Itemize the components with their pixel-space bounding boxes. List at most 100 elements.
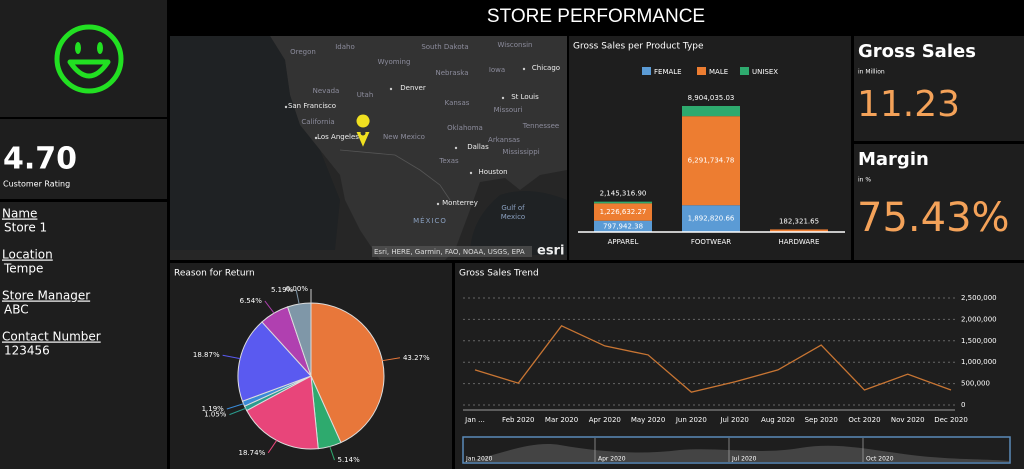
panel (455, 263, 1024, 469)
kpi-subtitle: in Million (858, 69, 885, 76)
pie-label: 18.74% (239, 449, 266, 457)
map-label: South Dakota (421, 43, 468, 51)
detail-value: ABC (4, 303, 29, 317)
panel (854, 36, 1024, 141)
detail-value: 123456 (4, 344, 50, 358)
leader-line (382, 357, 401, 362)
city-dot (436, 202, 440, 206)
value-label: 6,291,734.78 (688, 157, 735, 165)
map-label: Wisconsin (498, 41, 533, 49)
map-label: Chicago (532, 64, 560, 72)
legend-swatch (642, 67, 651, 75)
x-tick-label: APPAREL (608, 238, 639, 246)
detail-value: Store 1 (4, 221, 47, 235)
y-tick-label: 1,000,000 (961, 358, 997, 366)
kpi-value: 75.43% (857, 195, 1010, 241)
attribution-bg (372, 246, 532, 257)
bar-segment (682, 205, 740, 232)
detail-label: Location (2, 248, 53, 262)
map-label: Mexico (501, 213, 525, 221)
value-label: 1,226,632.27 (600, 208, 647, 216)
city-dot (501, 96, 505, 100)
map-label: Nebraska (435, 69, 468, 77)
pie-label: 6.54% (240, 297, 263, 305)
panel (0, 0, 167, 117)
x-tick-label: Jul 2020 (719, 416, 749, 424)
smiley-icon (54, 24, 124, 94)
pie-slice (246, 375, 319, 450)
x-tick-label: FOOTWEAR (691, 238, 731, 246)
map-label: Los Angeles (317, 133, 359, 141)
detail-label: Contact Number (2, 330, 101, 344)
map-label: Iowa (489, 66, 505, 74)
pie-label: 5.14% (337, 456, 360, 464)
y-tick-label: 2,000,000 (961, 315, 997, 323)
map-logo: esri (537, 244, 564, 259)
map-label: Idaho (335, 43, 355, 51)
pie-label: 1.05% (204, 411, 227, 419)
total-label: 8,904,035.03 (688, 94, 735, 102)
y-tick-label: 0 (961, 401, 965, 409)
x-tick-label: Aug 2020 (761, 416, 795, 424)
map-label: New Mexico (383, 133, 425, 141)
map-label: Tennessee (522, 122, 559, 130)
x-tick-label: Oct 2020 (848, 416, 880, 424)
map-pin (355, 113, 371, 150)
map-pin-dot (360, 130, 366, 136)
map-land (170, 36, 567, 260)
header-title: STORE PERFORMANCE (487, 6, 705, 27)
map-label: Kansas (445, 99, 470, 107)
x-tick-label: HARDWARE (779, 238, 820, 246)
bar-segment (770, 229, 828, 232)
total-label: 182,321.65 (779, 217, 819, 225)
y-tick-label: 2,500,000 (961, 294, 997, 302)
navigator-label: Jul 2020 (731, 456, 757, 463)
legend-swatch (697, 67, 706, 75)
legend-swatch (740, 67, 749, 75)
x-tick-label: Mar 2020 (545, 416, 578, 424)
panel (854, 144, 1024, 260)
map-label: Oregon (290, 48, 316, 56)
trend-line (474, 325, 952, 393)
pie-label: 1.19% (202, 405, 225, 413)
map-label: California (301, 118, 334, 126)
pie-label: 0.00% (286, 285, 309, 293)
leader-line (295, 290, 300, 305)
map-label: Dallas (467, 143, 489, 151)
map-label: Gulf of (501, 204, 525, 212)
rating-value: 4.70 (3, 142, 77, 177)
detail-value: Tempe (3, 262, 43, 276)
kpi-subtitle: in % (858, 177, 871, 184)
x-tick-label: Jun 2020 (675, 416, 707, 424)
map-label: Texas (438, 157, 459, 165)
city-dot (314, 136, 318, 140)
leader-line (264, 300, 275, 314)
map-label: St Louis (511, 93, 539, 101)
navigator-label: Oct 2020 (866, 456, 894, 463)
legend-label: UNISEX (752, 68, 778, 76)
leader-line (226, 403, 244, 410)
city-dot (389, 87, 393, 91)
navigator-area (464, 443, 1009, 462)
pie-label: 43.27% (403, 354, 430, 362)
leader-line (229, 407, 246, 416)
map-label: Houston (478, 168, 507, 176)
value-label: 1,892,820.66 (688, 215, 735, 223)
map-label: Nevada (313, 87, 340, 95)
leader-line (222, 354, 241, 360)
bar-segment (682, 116, 740, 206)
bar-segment (594, 220, 652, 232)
y-tick-label: 1,500,000 (961, 337, 997, 345)
map-label: MÉXICO (413, 216, 447, 225)
pie-label: 18.87% (193, 351, 220, 359)
legend-label: MALE (709, 68, 728, 76)
kpi-value: 11.23 (857, 84, 960, 125)
navigator-label: Jan 2020 (465, 456, 493, 463)
chart-title: Reason for Return (174, 269, 255, 279)
city-dot (522, 67, 526, 71)
map-label: Utah (357, 91, 374, 99)
map-label: Wyoming (378, 58, 411, 66)
map-label: Monterrey (442, 199, 478, 207)
bar-segment (594, 201, 652, 204)
